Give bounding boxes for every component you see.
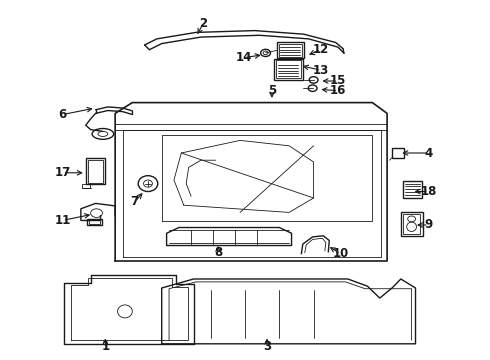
Text: 4: 4 bbox=[425, 147, 433, 159]
Text: 2: 2 bbox=[199, 17, 207, 30]
Bar bbox=[86, 158, 105, 184]
Text: 1: 1 bbox=[101, 340, 109, 353]
Text: 5: 5 bbox=[268, 84, 276, 97]
Bar bbox=[392, 148, 404, 158]
Text: 15: 15 bbox=[330, 75, 346, 87]
Text: 11: 11 bbox=[54, 214, 71, 227]
Bar bbox=[403, 181, 422, 198]
Bar bbox=[279, 44, 302, 57]
Text: 8: 8 bbox=[214, 246, 222, 259]
Bar bbox=[274, 59, 303, 80]
Bar bbox=[87, 219, 102, 225]
Text: 12: 12 bbox=[313, 43, 329, 56]
Bar bbox=[401, 212, 423, 236]
Text: 7: 7 bbox=[131, 195, 139, 208]
Bar bbox=[89, 219, 100, 224]
Text: 16: 16 bbox=[330, 84, 346, 97]
Text: 10: 10 bbox=[332, 247, 349, 260]
Bar bbox=[88, 160, 103, 183]
Text: 6: 6 bbox=[59, 108, 67, 121]
Bar bbox=[277, 42, 304, 58]
Text: 18: 18 bbox=[420, 185, 437, 198]
Text: 17: 17 bbox=[54, 166, 71, 179]
Text: 13: 13 bbox=[313, 64, 329, 77]
Text: 14: 14 bbox=[236, 51, 252, 64]
Bar bbox=[276, 60, 301, 78]
Text: 9: 9 bbox=[425, 219, 433, 231]
Bar bbox=[82, 184, 90, 188]
Bar bbox=[403, 214, 420, 234]
Text: 3: 3 bbox=[263, 340, 271, 353]
